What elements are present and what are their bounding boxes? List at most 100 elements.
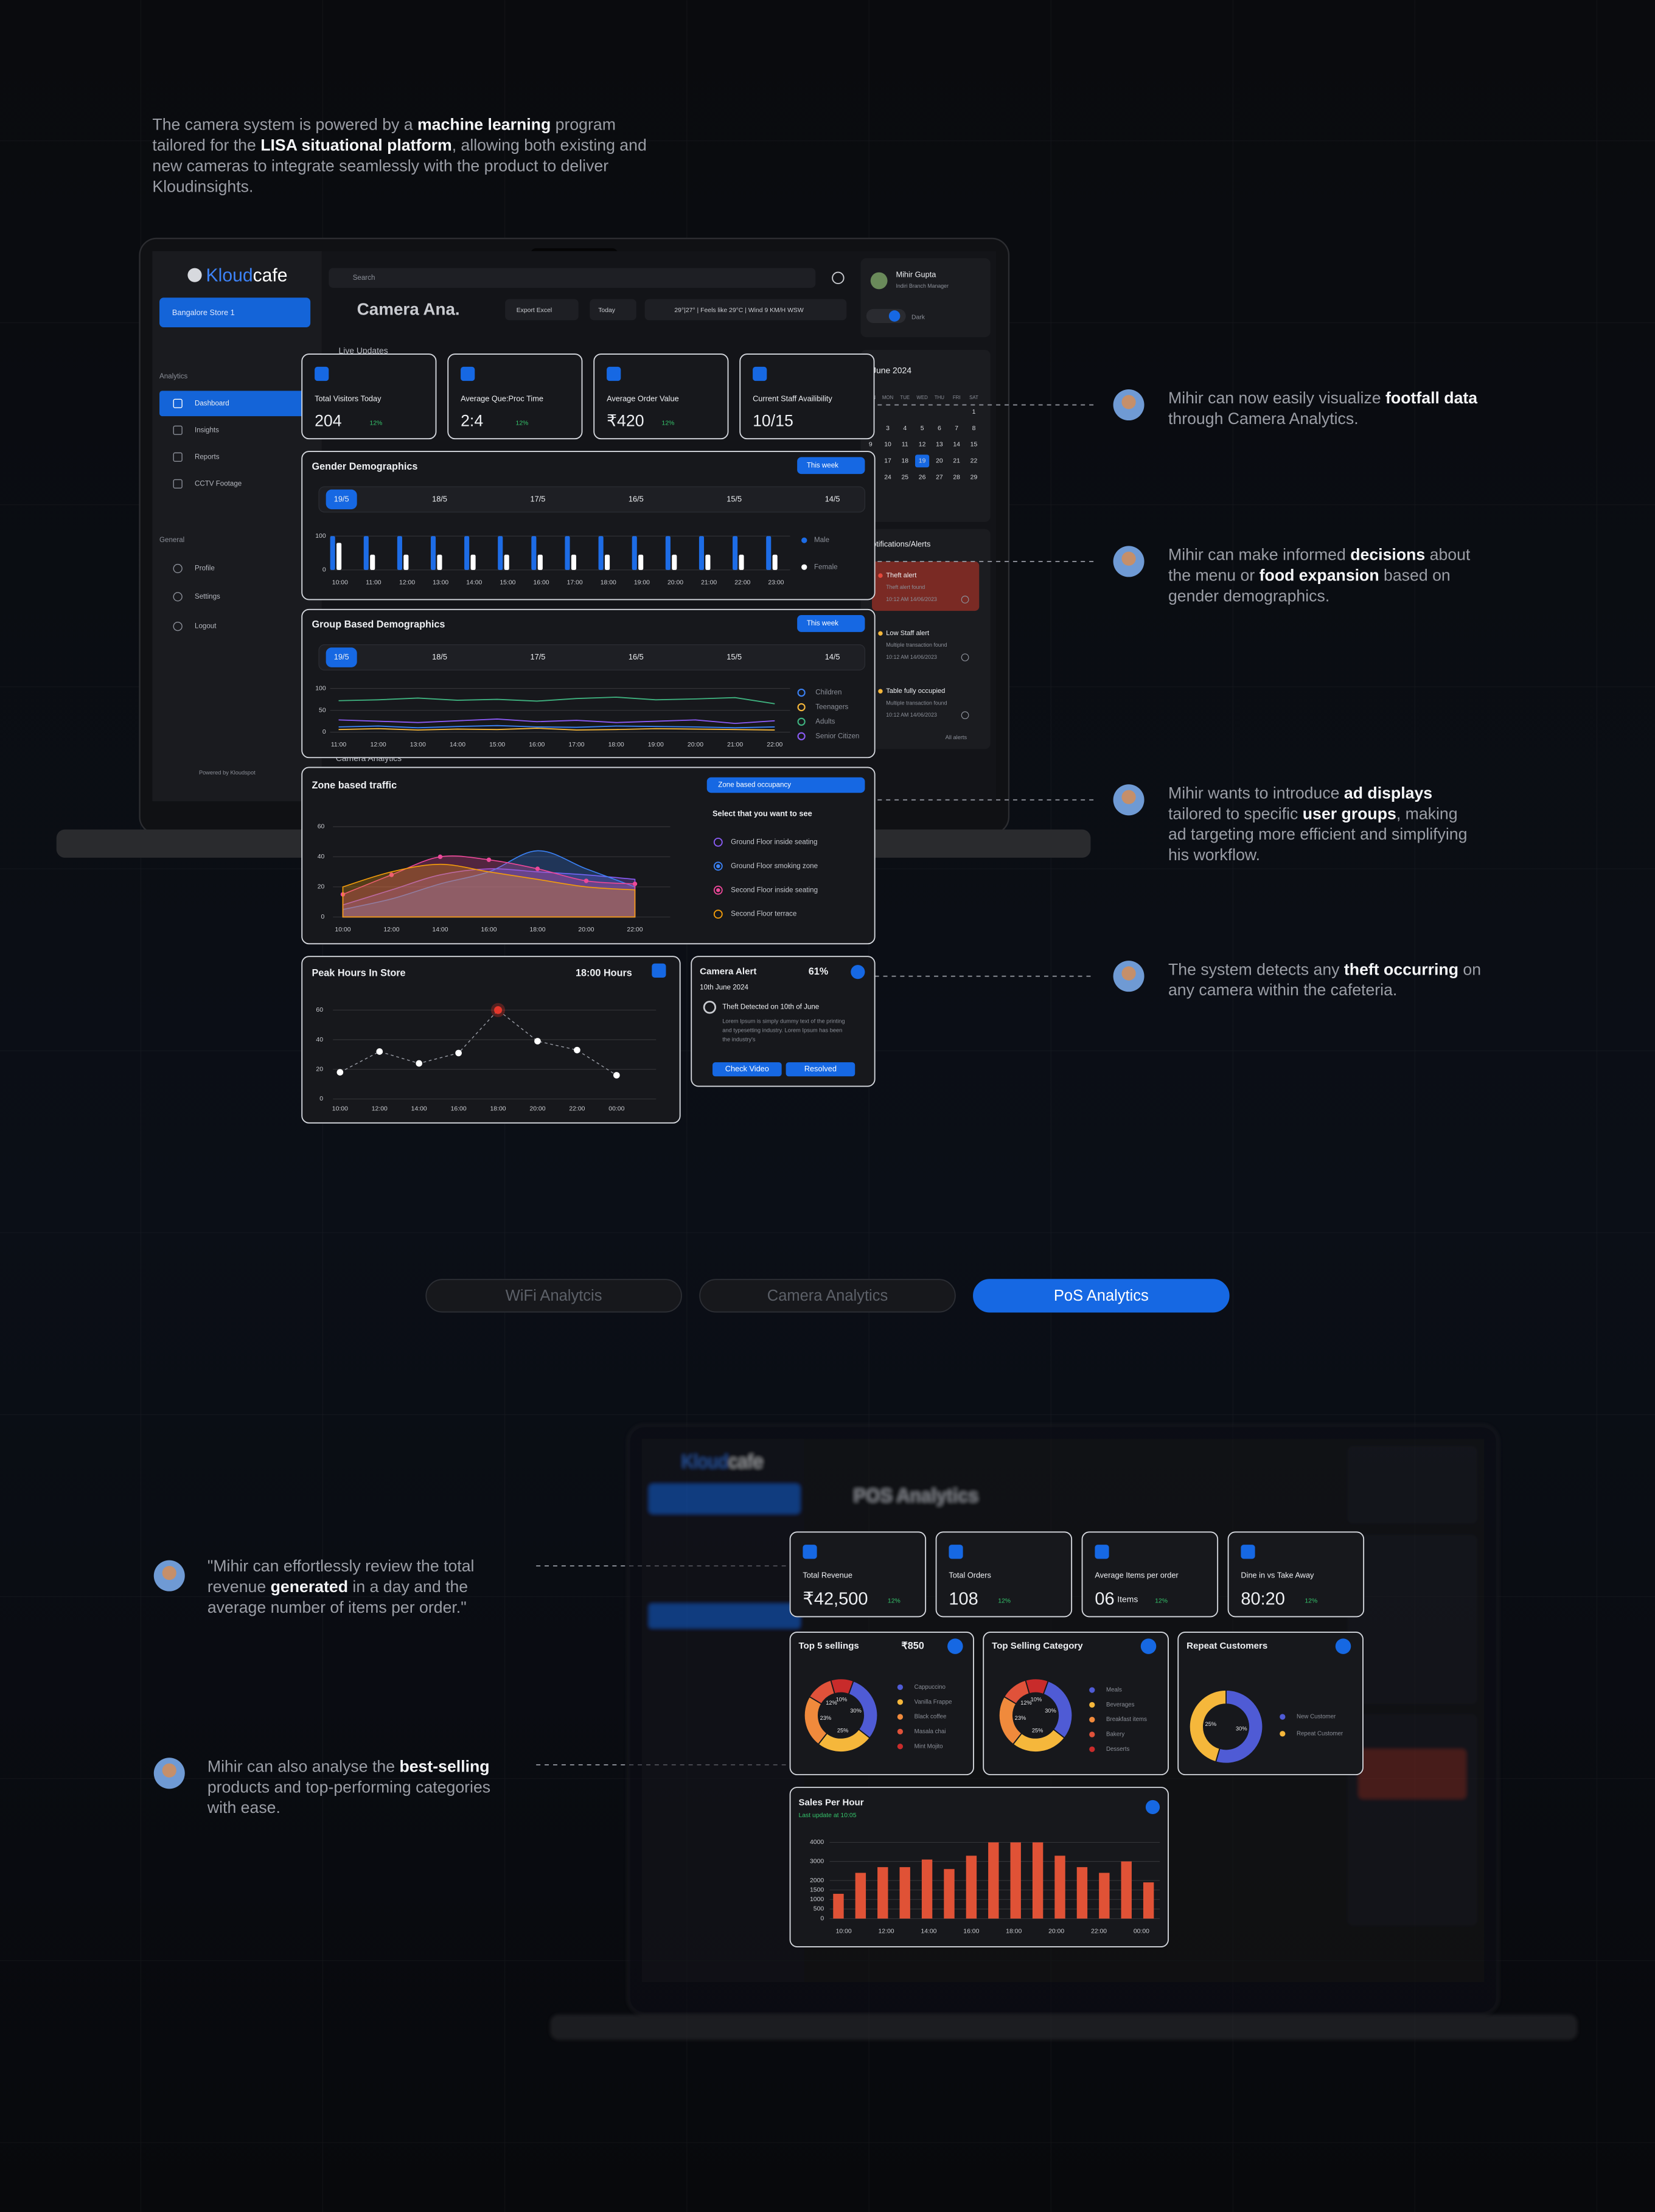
date-tab[interactable]: 14/5 (825, 652, 840, 661)
calendar-day[interactable]: 15 (970, 442, 978, 448)
option-label[interactable]: Second Floor inside seating (731, 886, 818, 894)
card-icon (1335, 1638, 1351, 1654)
alert-body: and typesetting industry. Lorem Ipsum ha… (722, 1027, 842, 1033)
option-radio[interactable] (713, 909, 723, 919)
alert-desc: Multiple transaction found (886, 700, 947, 706)
date-strip (318, 486, 866, 513)
calendar-day[interactable]: 28 (953, 474, 960, 481)
date-tab[interactable]: 15/5 (726, 494, 742, 503)
donut-label: 25% (837, 1728, 849, 1734)
tab[interactable] (425, 1279, 682, 1313)
option-label[interactable]: Ground Floor smoking zone (731, 863, 818, 870)
stat-value: 204 (315, 411, 342, 430)
calendar-day[interactable]: 26 (919, 474, 926, 481)
date-tab[interactable]: 17/5 (531, 494, 546, 503)
action-label[interactable]: Check Video (725, 1064, 769, 1073)
stat-value: ₹42,500 (803, 1589, 868, 1609)
nav-item[interactable]: Logout (195, 623, 217, 630)
card-icon (1241, 1545, 1255, 1559)
calendar-day[interactable]: 12 (919, 442, 926, 448)
calendar-day[interactable]: 27 (936, 474, 943, 481)
nav-item[interactable]: Profile (195, 565, 215, 572)
calendar-day[interactable]: 29 (970, 474, 978, 481)
calendar-day[interactable]: 19 (919, 458, 926, 465)
period-label[interactable]: This week (807, 462, 838, 469)
tab[interactable] (973, 1279, 1230, 1313)
date-tab[interactable]: 18/5 (432, 652, 447, 661)
date-tab[interactable]: 16/5 (629, 494, 644, 503)
alerts-all[interactable]: All alerts (946, 734, 967, 740)
option-radio[interactable] (713, 861, 723, 871)
callout-part: any camera within the cafeteria. (1168, 981, 1397, 999)
calendar-day[interactable]: 24 (884, 474, 891, 481)
nav-item[interactable]: Reports (195, 453, 220, 461)
action-label[interactable]: Resolved (804, 1064, 837, 1073)
period-label[interactable]: This week (807, 620, 838, 627)
logo-icon (187, 268, 202, 282)
calendar-day[interactable]: 17 (884, 458, 891, 465)
logo-part: Kloud (206, 265, 253, 285)
tab[interactable] (699, 1279, 956, 1313)
nav-item[interactable]: Insights (195, 426, 219, 434)
x-tick-label: 20:00 (578, 927, 594, 933)
period-button[interactable] (797, 457, 865, 475)
calendar-day[interactable]: 7 (955, 425, 958, 432)
card-title: Gender Demographics (312, 461, 417, 472)
callout: gender demographics. (1168, 586, 1329, 605)
date-tab[interactable]: 18/5 (432, 494, 447, 503)
calendar-day[interactable]: 6 (938, 425, 941, 432)
calendar-day[interactable]: 10 (884, 442, 891, 448)
nav-item[interactable]: Settings (195, 593, 220, 600)
date-tab[interactable]: 16/5 (629, 652, 644, 661)
calendar-weekday: WED (916, 395, 928, 400)
x-tick-label: 19:00 (648, 742, 664, 748)
calendar-day[interactable]: 1 (972, 409, 976, 416)
date-tab[interactable]: 17/5 (531, 652, 546, 661)
donut-label: 10% (836, 1697, 848, 1703)
option-label[interactable]: Ground Floor inside seating (731, 838, 817, 846)
nav-item[interactable]: CCTV Footage (195, 480, 242, 487)
dropdown-label[interactable]: Zone based occupancy (718, 782, 791, 789)
nav-item[interactable]: Dashboard (195, 400, 229, 407)
tab-label[interactable]: Camera Analytics (767, 1287, 888, 1304)
calendar-day[interactable]: 13 (936, 442, 943, 448)
calendar-day[interactable]: 21 (953, 458, 960, 465)
date-tab[interactable]: 19/5 (334, 652, 349, 661)
calendar-day[interactable]: 9 (869, 442, 873, 448)
option-label[interactable]: Second Floor terrace (731, 911, 796, 918)
period-button[interactable] (797, 615, 865, 632)
option-radio[interactable] (713, 885, 723, 895)
callout-part: , making (1396, 804, 1458, 823)
donut-label: 10% (1031, 1697, 1042, 1703)
calendar-day[interactable]: 22 (970, 458, 978, 465)
calendar-day[interactable]: 14 (953, 442, 960, 448)
donut-segment (1214, 1689, 1264, 1764)
date-tab[interactable]: 15/5 (726, 652, 742, 661)
series-line (338, 725, 775, 729)
intro: new cameras to integrate seamlessly with… (152, 157, 608, 175)
tab-label[interactable]: PoS Analytics (1054, 1287, 1149, 1304)
calendar-day[interactable]: 5 (921, 425, 924, 432)
legend-swatch (897, 1699, 904, 1705)
tab-label[interactable]: WiFi Analytcis (506, 1287, 602, 1304)
calendar-day[interactable]: 20 (936, 458, 943, 465)
logo-part: cafe (253, 265, 288, 285)
x-tick-label: 21:00 (701, 579, 717, 586)
option-radio[interactable] (713, 837, 723, 847)
date-tab[interactable]: 19/5 (334, 494, 349, 503)
action-button[interactable] (713, 1062, 782, 1077)
x-tick-label: 16:00 (481, 927, 496, 933)
calendar-day[interactable]: 18 (902, 458, 909, 465)
calendar-day[interactable]: 11 (902, 442, 908, 448)
bar (1143, 1882, 1154, 1919)
calendar-day[interactable]: 8 (972, 425, 976, 432)
x-tick-label: 10:00 (335, 927, 350, 933)
calendar-day[interactable]: 25 (902, 474, 909, 481)
date-tab[interactable]: 14/5 (825, 494, 840, 503)
dropdown[interactable] (706, 777, 865, 793)
card-icon (753, 366, 767, 381)
calendar-day[interactable]: 4 (903, 425, 907, 432)
action-button[interactable] (786, 1062, 855, 1077)
calendar-day[interactable]: 3 (886, 425, 890, 432)
legend-label: Repeat Customer (1297, 1730, 1343, 1737)
